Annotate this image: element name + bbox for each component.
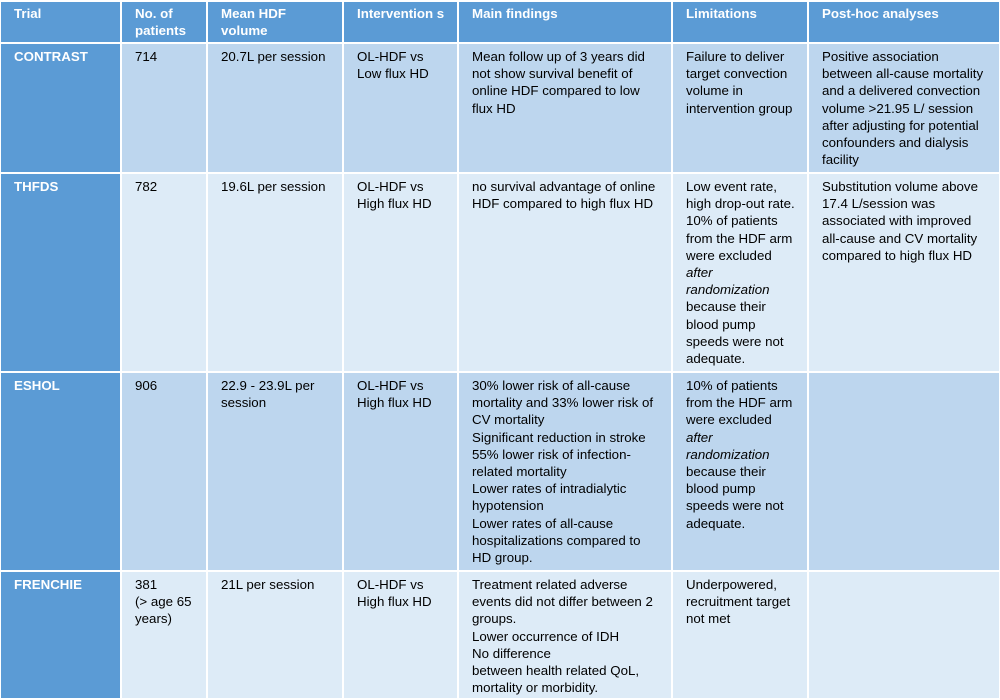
volume-cell: 20.7L per session: [208, 44, 342, 172]
limitations-text: Failure to deliver target convection vol…: [686, 49, 793, 116]
finding-item: Significant reduction in stroke: [472, 429, 646, 445]
limitations-text-post: because their blood pump speeds were not…: [686, 464, 784, 531]
patients-cell: 906: [122, 373, 206, 570]
posthoc-cell: [809, 572, 999, 699]
header-interventions: Intervention s: [344, 2, 457, 42]
findings-cell: no survival advantage of online HDF comp…: [459, 174, 671, 371]
table-row: ESHOL 906 22.9 - 23.9L per session OL-HD…: [1, 373, 999, 570]
trial-name: CONTRAST: [1, 44, 120, 172]
finding-item: 55% lower risk of infection-related mort…: [472, 446, 631, 480]
finding-item: Lower rates of intradialytic hypotension: [472, 481, 627, 514]
findings-cell: 30% lower risk of all-cause mortality an…: [459, 373, 671, 570]
finding-item: Treatment related adverse events did not…: [472, 577, 653, 627]
interventions-cell: OL-HDF vs High flux HD: [344, 572, 457, 699]
limitations-text-post: because their blood pump speeds were not…: [686, 299, 784, 367]
header-findings: Main findings: [459, 2, 671, 42]
table-row: FRENCHIE 381 (> age 65 years) 21L per se…: [1, 572, 999, 699]
patients-count: 714: [135, 49, 158, 64]
finding-item: between health related QoL, mortality or…: [472, 663, 640, 696]
patients-count: 906: [135, 378, 158, 393]
posthoc-cell: [809, 373, 999, 570]
limitations-cell: 10% of patients from the HDF arm were ex…: [673, 373, 807, 570]
volume-cell: 22.9 - 23.9L per session: [208, 373, 342, 570]
finding-item: Lower rates of all-cause hospitalization…: [472, 515, 641, 566]
finding-item: No difference: [472, 645, 551, 661]
findings-cell: Mean follow up of 3 years did not show s…: [459, 44, 671, 172]
header-limitations: Limitations: [673, 2, 807, 42]
limitations-italic: after randomization: [686, 429, 770, 462]
limitations-cell: Low event rate, high drop-out rate. 10% …: [673, 174, 807, 371]
patients-cell: 782: [122, 174, 206, 371]
limitations-text: Low event rate, high drop-out rate. 10% …: [686, 179, 795, 263]
interventions-cell: OL-HDF vs High flux HD: [344, 174, 457, 371]
volume-cell: 21L per session: [208, 572, 342, 699]
posthoc-cell: Substitution volume above 17.4 L/session…: [809, 174, 999, 371]
limitations-italic: after randomization: [686, 265, 770, 298]
patients-cell: 381 (> age 65 years): [122, 572, 206, 699]
interventions-cell: OL-HDF vs Low flux HD: [344, 44, 457, 172]
patients-count: 782: [135, 179, 158, 194]
trial-name: ESHOL: [1, 373, 120, 570]
patients-cell: 714: [122, 44, 206, 172]
posthoc-cell: Positive association between all-cause m…: [809, 44, 999, 172]
limitations-cell: Failure to deliver target convection vol…: [673, 44, 807, 172]
interventions-cell: OL-HDF vs High flux HD: [344, 373, 457, 570]
trial-name: THFDS: [1, 174, 120, 371]
finding-item: Lower occurrence of IDH: [472, 628, 620, 644]
table-row: CONTRAST 714 20.7L per session OL-HDF vs…: [1, 44, 999, 172]
patients-count: 381: [135, 577, 158, 592]
table-row: THFDS 782 19.6L per session OL-HDF vs Hi…: [1, 174, 999, 371]
header-row: Trial No. of patients Mean HDF volume In…: [1, 2, 999, 42]
finding-item: Mean follow up of 3 years did not show s…: [472, 49, 645, 116]
finding-item: 30% lower risk of all-cause mortality an…: [472, 378, 654, 428]
limitations-text: 10% of patients from the HDF arm were ex…: [686, 378, 793, 428]
volume-cell: 19.6L per session: [208, 174, 342, 371]
finding-item: no survival advantage of online HDF comp…: [472, 179, 656, 212]
patients-note: (> age 65 years): [135, 594, 192, 627]
header-patients: No. of patients: [122, 2, 206, 42]
header-trial: Trial: [1, 2, 120, 42]
limitations-text: Underpowered, recruitment target not met: [686, 577, 791, 627]
header-volume: Mean HDF volume: [208, 2, 342, 42]
trial-name: FRENCHIE: [1, 572, 120, 699]
limitations-cell: Underpowered, recruitment target not met: [673, 572, 807, 699]
findings-cell: Treatment related adverse events did not…: [459, 572, 671, 699]
header-posthoc: Post-hoc analyses: [809, 2, 999, 42]
